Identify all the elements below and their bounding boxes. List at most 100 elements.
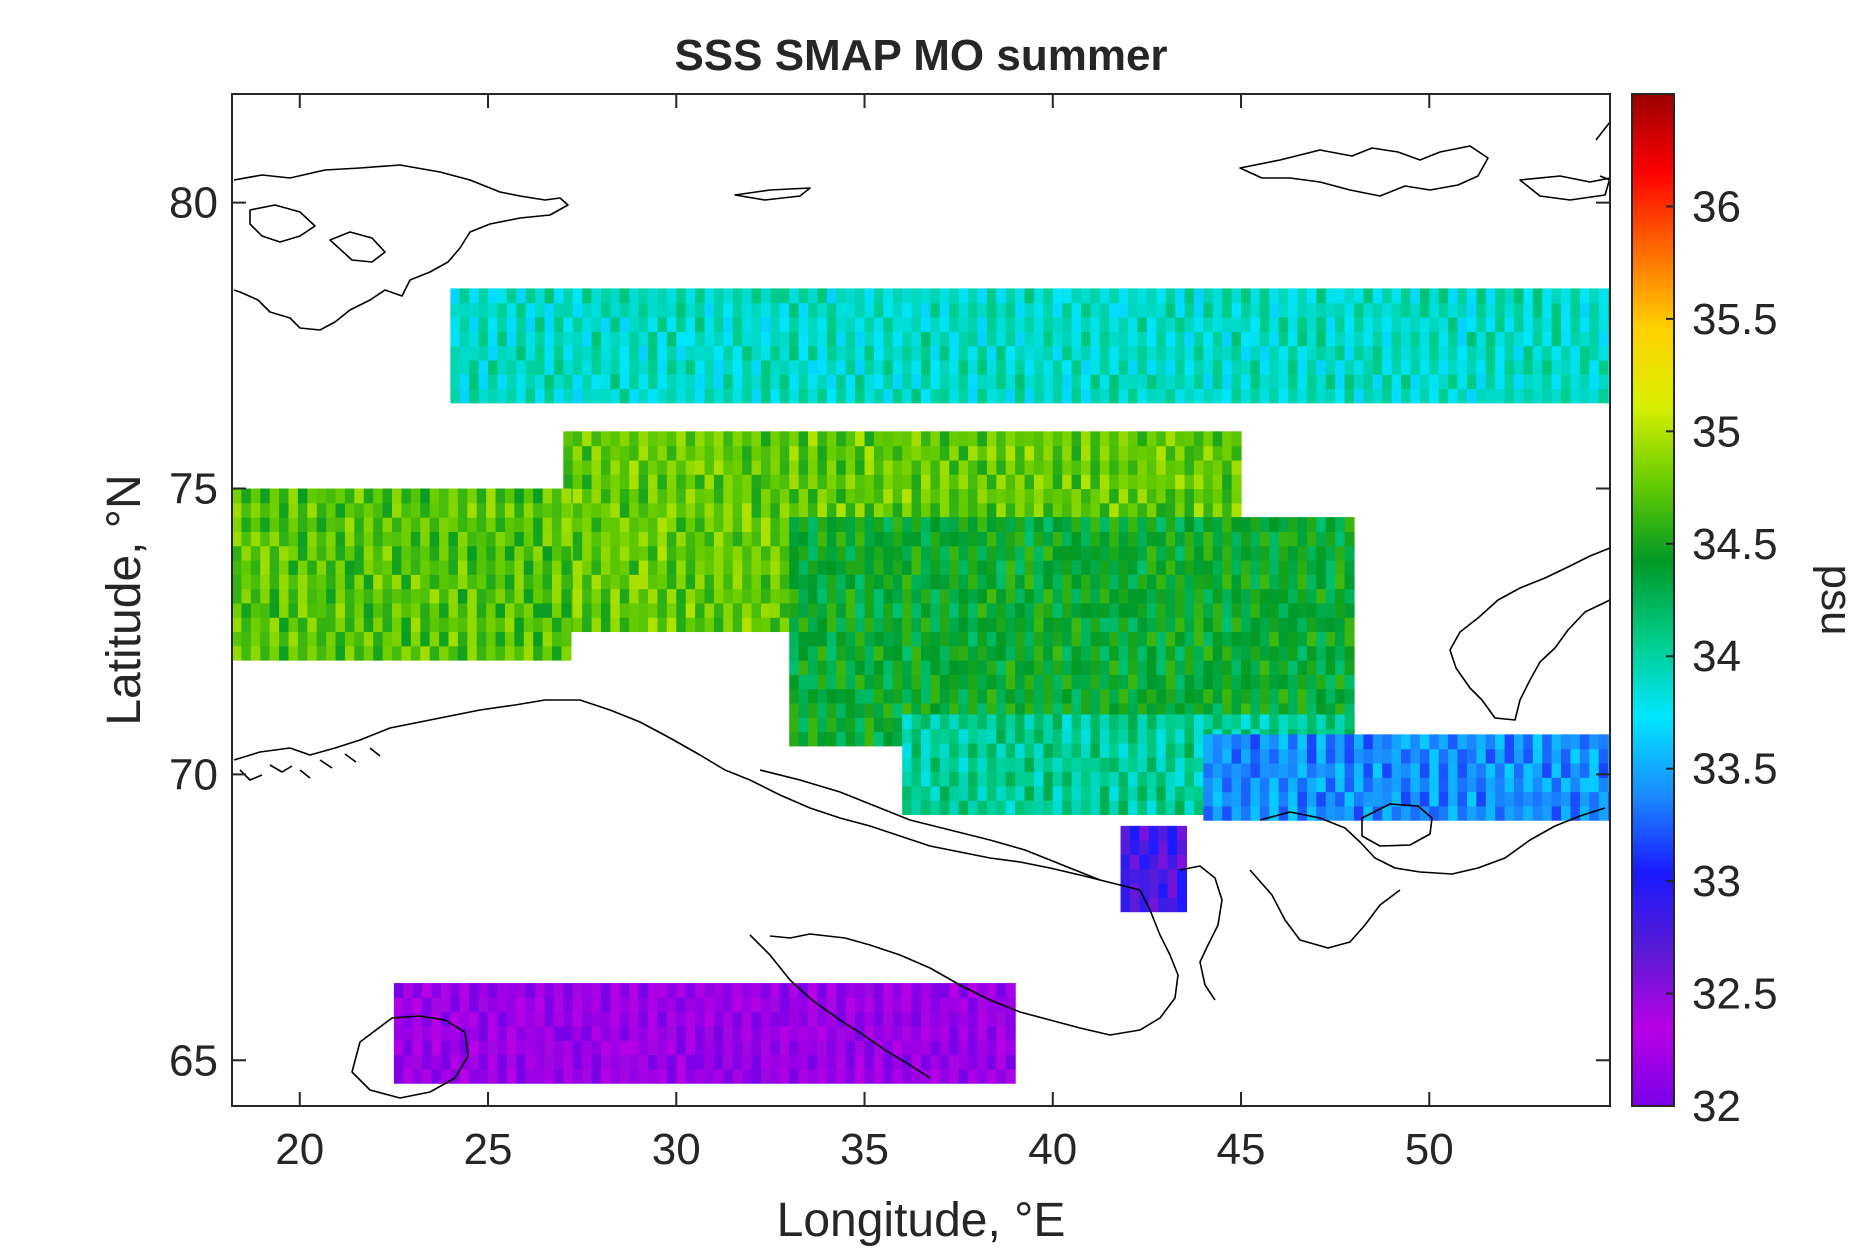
salinity-cell	[335, 545, 346, 561]
salinity-cell	[544, 374, 555, 390]
salinity-cell	[488, 1054, 499, 1070]
salinity-cell	[1598, 345, 1609, 361]
salinity-cell	[600, 1040, 611, 1056]
salinity-cell	[789, 688, 800, 704]
salinity-cell	[1325, 574, 1336, 590]
salinity-cell	[600, 459, 611, 475]
salinity-cell	[949, 757, 960, 773]
salinity-cell	[723, 302, 734, 318]
salinity-cell	[1175, 445, 1186, 461]
salinity-cell	[911, 660, 922, 675]
salinity-cell	[751, 459, 762, 475]
salinity-cell	[1466, 734, 1477, 750]
colorbar-tick-label: 35.5	[1692, 295, 1778, 344]
salinity-cell	[1062, 302, 1073, 318]
salinity-cell	[1081, 474, 1092, 490]
salinity-cell	[873, 602, 884, 618]
salinity-cell	[1118, 502, 1129, 518]
salinity-cell	[695, 288, 706, 304]
salinity-cell	[1005, 674, 1016, 690]
salinity-cell	[1184, 388, 1195, 404]
salinity-cell	[1278, 688, 1289, 704]
salinity-cell	[1043, 714, 1054, 730]
salinity-cell	[544, 302, 555, 318]
salinity-cell	[685, 502, 696, 518]
salinity-cell	[563, 431, 574, 447]
salinity-cell	[1052, 688, 1063, 704]
salinity-cell	[921, 660, 932, 675]
salinity-cell	[1212, 617, 1223, 633]
salinity-cell	[1090, 714, 1101, 730]
salinity-cell	[808, 674, 819, 690]
salinity-cell	[1015, 359, 1026, 375]
salinity-cell	[921, 1025, 932, 1041]
salinity-cell	[1269, 631, 1280, 647]
salinity-cell	[382, 502, 393, 518]
salinity-cell	[911, 983, 922, 998]
salinity-cell	[476, 602, 487, 618]
salinity-cell	[1156, 645, 1167, 661]
salinity-cell	[1177, 897, 1188, 913]
salinity-cell	[723, 1011, 734, 1027]
salinity-cell	[410, 517, 421, 532]
salinity-cell	[307, 645, 318, 661]
salinity-cell	[873, 1054, 884, 1070]
salinity-cell	[911, 800, 922, 815]
fjl-coast-east	[1519, 175, 1610, 201]
salinity-cell	[798, 1054, 809, 1070]
salinity-cell	[977, 617, 988, 633]
salinity-cell	[902, 488, 913, 504]
salinity-cell	[1156, 559, 1167, 575]
salinity-cell	[676, 1040, 687, 1056]
salinity-cell	[410, 631, 421, 647]
salinity-cell	[638, 445, 649, 461]
salinity-cell	[610, 545, 621, 561]
salinity-cell	[826, 983, 837, 998]
salinity-cell	[638, 1054, 649, 1070]
salinity-cell	[393, 983, 404, 998]
salinity-cell	[1175, 660, 1186, 675]
salinity-cell	[1391, 734, 1402, 750]
salinity-cell	[657, 517, 668, 532]
salinity-cell	[316, 559, 327, 575]
salinity-cell	[760, 574, 771, 590]
salinity-cell	[1212, 674, 1223, 690]
salinity-cell	[504, 588, 515, 604]
salinity-cell	[1043, 617, 1054, 633]
salinity-cell	[958, 714, 969, 730]
salinity-cell	[826, 1025, 837, 1041]
salinity-cell	[1062, 545, 1073, 561]
salinity-cell	[1156, 302, 1167, 318]
salinity-cell	[412, 1068, 423, 1084]
salinity-cell	[401, 531, 412, 547]
salinity-cell	[619, 502, 630, 518]
salinity-cell	[610, 1054, 621, 1070]
salinity-cell	[1118, 660, 1129, 675]
salinity-cell	[939, 757, 950, 773]
salinity-cell	[1335, 777, 1346, 793]
salinity-cell	[1146, 374, 1157, 390]
salinity-cell	[1193, 559, 1204, 575]
salinity-cell	[836, 997, 847, 1013]
salinity-cell	[563, 983, 574, 998]
salinity-cell	[1222, 748, 1233, 764]
salinity-cell	[666, 388, 677, 404]
salinity-cell	[457, 488, 468, 504]
salinity-cell	[1043, 645, 1054, 661]
salinity-cell	[1241, 805, 1252, 821]
salinity-cell	[1052, 602, 1063, 618]
salinity-cell	[939, 631, 950, 647]
salinity-cell	[1024, 757, 1035, 773]
salinity-cell	[1401, 734, 1412, 750]
salinity-cell	[1071, 488, 1082, 504]
salinity-cell	[467, 517, 478, 532]
salinity-cell	[1137, 302, 1148, 318]
salinity-cell	[629, 331, 640, 347]
salinity-cell	[648, 459, 659, 475]
salinity-cell	[1316, 545, 1327, 561]
salinity-cell	[1410, 777, 1421, 793]
salinity-cell	[1259, 660, 1270, 675]
salinity-cell	[1062, 660, 1073, 675]
salinity-cell	[1193, 374, 1204, 390]
salinity-cell	[1090, 559, 1101, 575]
